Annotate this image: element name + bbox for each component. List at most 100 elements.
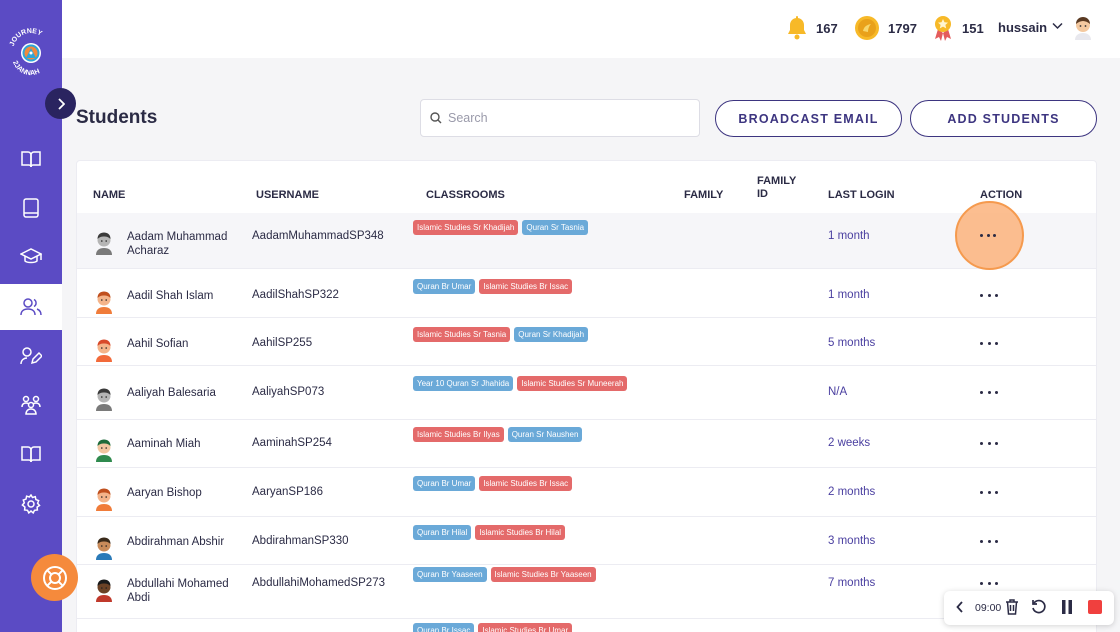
column-header-classrooms[interactable]: CLASSROOMS [426,189,505,201]
student-name[interactable]: Aaliyah Balesaria [127,387,216,399]
student-name[interactable]: Aahil Sofian [127,338,189,350]
classroom-tag[interactable]: Quran Sr Khadijah [514,327,589,342]
classroom-tag[interactable]: Islamic Studies Sr Muneerah [517,376,628,391]
recorder-restart-button[interactable] [1031,599,1047,615]
classroom-tags: Quran Br Yaaseen Islamic Studies Br Yaase… [413,567,596,582]
recorder-time: 09:00 [975,602,1002,614]
lifebuoy-icon [42,565,67,590]
chevron-down-icon[interactable] [1052,22,1063,30]
table-row[interactable]: Abdirahman Abshir AbdirahmanSP330 Quran Br… [77,517,1096,565]
broadcast-email-button[interactable]: BROADCAST EMAIL [715,100,902,137]
sidebar-item-teachers[interactable] [0,333,62,379]
classroom-tag[interactable]: Islamic Studies Br Umar [478,623,573,632]
classroom-tag[interactable]: Islamic Studies Br Ilyas [413,427,504,442]
badges-stat[interactable]: 151 [932,14,984,42]
classroom-tag[interactable]: Quran Br Umar [413,279,476,294]
medal-icon [935,16,951,41]
classroom-tag[interactable]: Quran Sr Tasnia [522,220,589,235]
student-username: AbdullahiMohamedSP273 [252,577,385,589]
column-header-action: ACTION [980,189,1023,201]
coins-stat[interactable]: 1797 [854,14,917,42]
classroom-tag[interactable]: Islamic Studies Sr Tasnia [413,327,511,342]
classroom-tag[interactable]: Islamic Studies Br Issac [479,476,573,491]
student-username: AaryanSP186 [252,486,323,498]
classroom-tag[interactable]: Quran Br Issac [413,623,475,632]
sidebar-item-students[interactable] [0,284,62,330]
table-row[interactable]: Quran Br Issac Islamic Studies Br Umar [77,619,1096,632]
search-input[interactable] [448,111,688,125]
student-avatar [94,387,114,416]
table-row[interactable]: Aadam Muhammad Acharaz AadamMuhammadSP348… [77,213,1096,269]
help-button[interactable] [31,554,78,601]
pause-icon [1062,600,1072,614]
last-login: N/A [828,386,848,398]
table-row[interactable]: Aaliyah Balesaria AaliyahSP073 Year 10 Qur… [77,366,1096,420]
row-action-menu-button[interactable] [980,338,998,348]
student-username: AadilShahSP322 [252,289,339,301]
row-action-menu-button[interactable] [980,290,998,300]
column-header-name[interactable]: NAME [93,189,126,201]
classroom-tag[interactable]: Quran Br Hilal [413,525,472,540]
user-avatar[interactable] [1072,16,1094,40]
column-header-family-id[interactable]: FAMILY ID [757,175,796,201]
student-name[interactable]: Aadam Muhammad Acharaz [127,231,228,257]
screen-recorder-bar: 09:00 [944,591,1114,625]
sidebar-item-settings[interactable] [0,481,62,527]
table-row[interactable]: Aahil Sofian AahilSP255 Islamic Studies Sr… [77,318,1096,366]
classroom-tag[interactable]: Quran Br Yaaseen [413,567,487,582]
column-header-last-login[interactable]: LAST LOGIN [828,189,895,201]
sidebar-item-lessons[interactable] [0,136,62,182]
last-login: 5 months [828,337,876,349]
classroom-tag[interactable]: Quran Br Umar [413,476,476,491]
coins-count: 1797 [888,20,917,36]
classroom-tag[interactable]: Islamic Studies Br Yaaseen [490,567,596,582]
add-students-button[interactable]: ADD STUDENTS [910,100,1097,137]
row-action-menu-button[interactable] [980,438,998,448]
notifications-stat[interactable]: 167 [786,14,838,42]
student-avatar [94,438,114,467]
recorder-delete-button[interactable] [1005,599,1019,615]
search-box[interactable] [420,99,700,137]
badges-count: 151 [962,20,984,36]
row-action-menu-button[interactable] [980,387,998,397]
sidebar-item-classrooms[interactable] [0,382,62,428]
table-row[interactable]: Abdullahi Mohamed Abdi AbdullahiMohamedSP… [77,565,1096,619]
user-edit-icon [20,347,42,365]
sidebar-item-courses[interactable] [0,234,62,280]
user-name[interactable]: hussain [998,20,1048,35]
student-name[interactable]: Abdullahi Mohamed Abdi [127,578,229,604]
top-bar: 167 1797 151 hussain [62,0,1120,58]
student-name[interactable]: Aaryan Bishop [127,487,202,499]
column-header-username[interactable]: USERNAME [256,189,319,201]
classroom-tag[interactable]: Islamic Studies Sr Khadijah [413,220,519,235]
table-row[interactable]: Aaminah Miah AaminahSP254 Islamic Studies … [77,420,1096,468]
last-login: 2 months [828,486,876,498]
classroom-tags: Islamic Studies Br Ilyas Quran Sr Naushen [413,427,583,442]
row-action-menu-button[interactable] [980,487,998,497]
row-action-menu-button[interactable] [980,230,996,240]
classroom-tag[interactable]: Islamic Studies Br Issac [479,279,573,294]
recorder-back-button[interactable] [956,601,964,613]
classroom-tags: Quran Br Umar Islamic Studies Br Issac [413,476,573,491]
column-header-family[interactable]: FAMILY [684,189,724,201]
notifications-count: 167 [816,20,838,36]
sidebar-item-library[interactable] [0,431,62,477]
recorder-pause-button[interactable] [1061,600,1073,614]
restart-icon [1032,599,1046,614]
table-row[interactable]: Aadil Shah Islam AadilShahSP322 Quran Br U… [77,269,1096,318]
journey-2-jannah-logo[interactable]: JOURNEY 2JANNAH [8,28,54,80]
classroom-tag[interactable]: Islamic Studies Br Hilal [475,525,566,540]
sidebar-expand-button[interactable] [45,88,76,119]
student-name[interactable]: Aaminah Miah [127,438,201,450]
row-action-menu-button[interactable] [980,578,998,588]
sidebar-item-books[interactable] [0,185,62,231]
student-name[interactable]: Aadil Shah Islam [127,290,214,302]
recorder-stop-button[interactable] [1088,600,1102,614]
trash-icon [1006,599,1018,615]
table-row[interactable]: Aaryan Bishop AaryanSP186 Quran Br Umar Isl… [77,468,1096,517]
group-icon [21,395,41,415]
student-name[interactable]: Abdirahman Abshir [127,536,225,548]
classroom-tag[interactable]: Quran Sr Naushen [507,427,583,442]
row-action-menu-button[interactable] [980,536,998,546]
classroom-tag[interactable]: Year 10 Quran Sr Jhahida [413,376,514,391]
